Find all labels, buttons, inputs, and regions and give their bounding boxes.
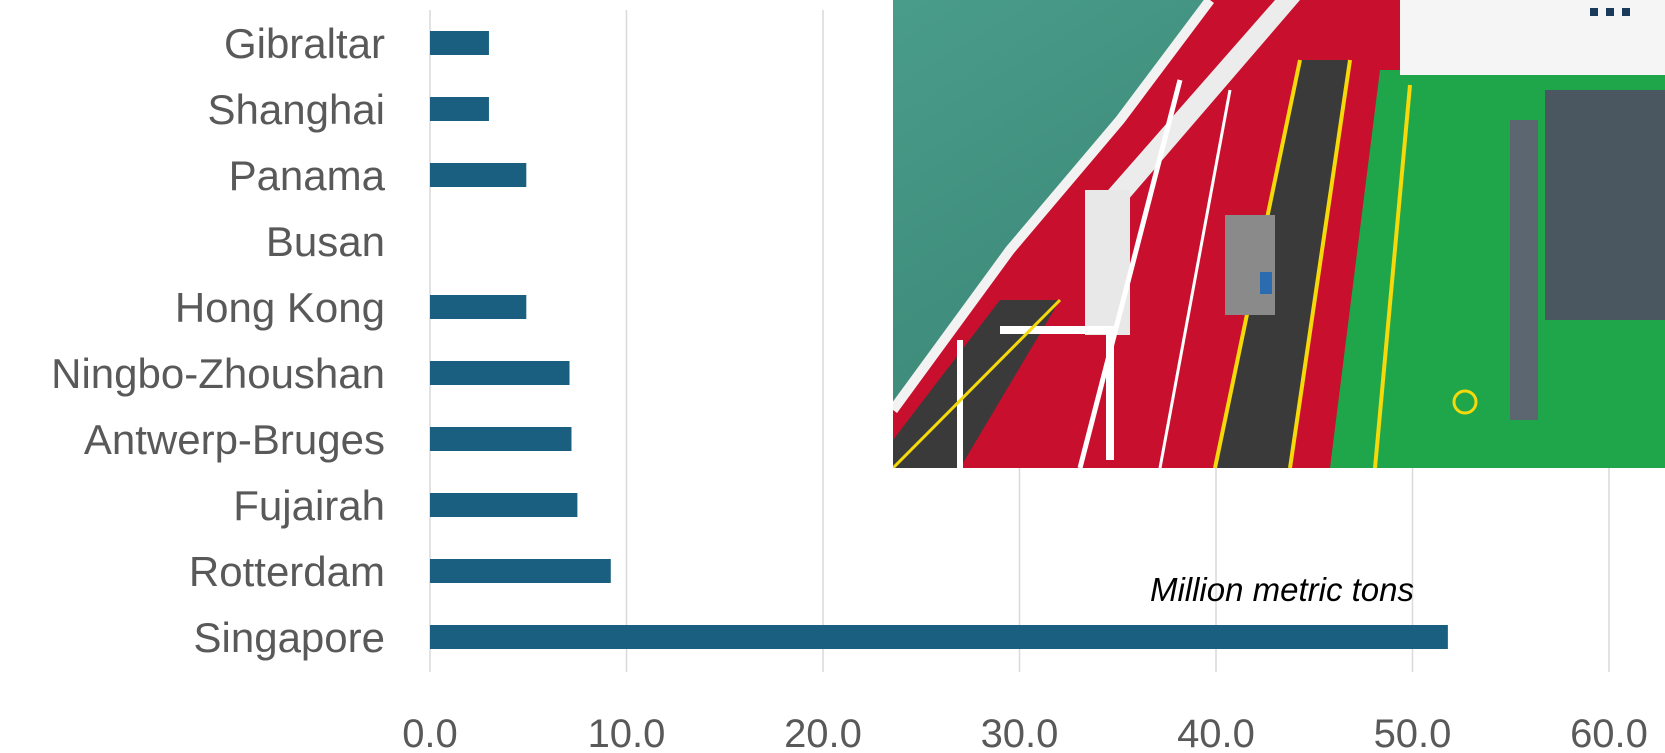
x-tick-labels: 0.0 10.0 20.0 30.0 40.0 50.0 60.0	[402, 712, 1648, 753]
category-label: Rotterdam	[189, 548, 385, 595]
bar	[430, 97, 489, 121]
walkway	[1215, 60, 1350, 468]
bar	[430, 163, 527, 187]
category-label: Busan	[266, 218, 385, 265]
bar	[430, 31, 489, 55]
x-tick-label: 30.0	[981, 712, 1059, 753]
bars	[430, 31, 1448, 649]
crane-arm	[1095, 0, 1300, 215]
category-label: Gibraltar	[224, 20, 385, 67]
category-label: Ningbo-Zhoushan	[51, 350, 385, 397]
bar	[430, 625, 1448, 649]
crane-post	[1085, 190, 1130, 335]
category-label: Fujairah	[233, 482, 385, 529]
unit-annotation: Million metric tons	[1150, 571, 1414, 608]
ship-deck-photo	[893, 0, 1665, 468]
x-tick-label: 40.0	[1177, 712, 1255, 753]
category-label: Antwerp-Bruges	[84, 416, 385, 463]
category-label: Singapore	[194, 614, 385, 661]
x-tick-label: 60.0	[1570, 712, 1648, 753]
category-label: Hong Kong	[175, 284, 385, 331]
bar	[430, 427, 572, 451]
bar	[430, 361, 570, 385]
bar	[430, 559, 611, 583]
x-tick-label: 10.0	[588, 712, 666, 753]
x-tick-label: 20.0	[784, 712, 862, 753]
category-label: Shanghai	[208, 86, 386, 133]
category-labels: Gibraltar Shanghai Panama Busan Hong Kong Nin…	[51, 20, 386, 661]
superstructure	[1400, 0, 1665, 75]
category-label: Panama	[229, 152, 386, 199]
bar	[430, 493, 578, 517]
x-tick-label: 0.0	[402, 712, 458, 753]
x-tick-label: 50.0	[1374, 712, 1452, 753]
hatch-cover	[1545, 90, 1665, 320]
bar	[430, 295, 527, 319]
